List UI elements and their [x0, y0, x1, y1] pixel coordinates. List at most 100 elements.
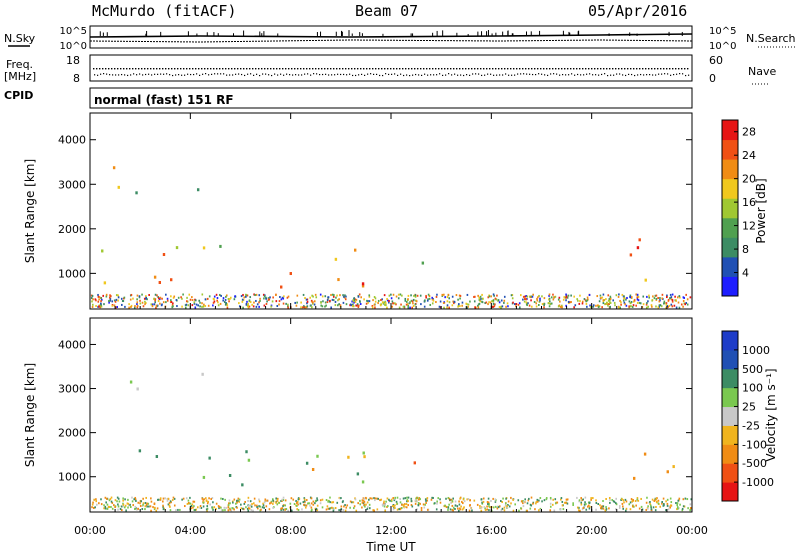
scatter-cell	[121, 300, 124, 303]
scatter-cell	[176, 305, 178, 308]
scatter-cell	[416, 500, 418, 503]
freq-dot	[195, 68, 197, 70]
noise-tick-right-top: 10^5	[709, 26, 736, 37]
scatter-cell	[123, 296, 126, 299]
freq-dot	[429, 68, 431, 70]
freq-dot	[303, 68, 305, 70]
scatter-cell	[552, 498, 554, 501]
scatter-cell	[675, 299, 677, 302]
scatter-cell	[355, 304, 357, 307]
scatter-cell	[117, 505, 120, 508]
scatter-cell	[600, 297, 602, 300]
scatter-cell	[106, 497, 108, 500]
velocity-colorbar-tick-label: 500	[742, 363, 763, 376]
scatter-cell	[259, 299, 261, 302]
scatter-cell	[494, 505, 497, 508]
y-tick-label: 1000	[58, 471, 86, 484]
scatter-cell	[473, 300, 476, 303]
scatter-cell	[95, 304, 97, 307]
scatter-cell	[357, 306, 360, 309]
scatter-cell	[666, 304, 669, 307]
scatter-cell	[414, 499, 417, 502]
scatter-cell	[381, 503, 384, 506]
scatter-cell	[206, 509, 208, 512]
scatter-cell	[586, 305, 588, 308]
scatter-cell	[240, 295, 243, 298]
range-cell	[117, 185, 120, 189]
scatter-cell	[336, 501, 339, 504]
scatter-cell	[543, 306, 545, 309]
scatter-cell	[158, 298, 161, 301]
scatter-cell	[676, 502, 679, 505]
freq-dot	[204, 68, 206, 70]
scatter-cell	[431, 302, 434, 305]
scatter-cell	[589, 304, 591, 307]
scatter-cell	[404, 497, 407, 500]
scatter-cell	[314, 507, 317, 510]
colorbar-segment	[722, 425, 738, 445]
scatter-cell	[108, 505, 111, 508]
scatter-cell	[669, 293, 672, 296]
nave-dot	[454, 73, 456, 75]
scatter-cell	[135, 508, 138, 511]
scatter-cell	[531, 295, 534, 298]
scatter-cell	[376, 497, 378, 500]
nave-dot	[181, 74, 183, 76]
scatter-cell	[641, 508, 644, 511]
scatter-cell	[154, 298, 157, 301]
scatter-cell	[100, 304, 103, 307]
scatter-cell	[93, 498, 96, 501]
velocity-colorbar-tick-label: -100	[742, 438, 767, 451]
scatter-cell	[523, 501, 525, 504]
scatter-cell	[412, 302, 414, 305]
freq-dot	[105, 68, 107, 70]
scatter-cell	[311, 294, 313, 297]
scatter-cell	[372, 509, 374, 512]
scatter-cell	[459, 497, 461, 500]
scatter-cell	[651, 299, 653, 302]
scatter-cell	[615, 508, 617, 511]
scatter-cell	[597, 503, 600, 506]
scatter-cell	[659, 297, 661, 300]
scatter-cell	[645, 501, 648, 504]
scatter-cell	[97, 293, 99, 296]
scatter-cell	[193, 505, 195, 508]
scatter-cell	[487, 303, 489, 306]
scatter-cell	[204, 497, 207, 500]
scatter-cell	[282, 297, 285, 300]
scatter-cell	[481, 300, 483, 303]
scatter-cell	[577, 509, 580, 512]
scatter-cell	[306, 305, 309, 308]
nave-dot	[418, 74, 420, 76]
scatter-cell	[182, 293, 184, 296]
scatter-cell	[310, 502, 313, 505]
freq-dot	[363, 68, 365, 70]
scatter-cell	[491, 300, 493, 303]
scatter-cell	[455, 294, 458, 297]
scatter-cell	[535, 302, 538, 305]
scatter-cell	[228, 499, 231, 502]
scatter-cell	[454, 500, 457, 503]
scatter-cell	[419, 502, 421, 505]
scatter-cell	[682, 498, 685, 501]
scatter-cell	[561, 306, 563, 309]
scatter-cell	[366, 300, 369, 303]
scatter-cell	[658, 300, 661, 303]
x-tick-label: 12:00	[375, 524, 407, 537]
scatter-cell	[614, 304, 616, 307]
scatter-cell	[517, 499, 520, 502]
nave-dot	[322, 73, 324, 76]
nave-dot	[142, 74, 144, 76]
scatter-cell	[144, 505, 147, 508]
nave-dot	[346, 74, 348, 76]
scatter-cell	[668, 505, 670, 508]
scatter-cell	[322, 300, 324, 303]
scatter-cell	[572, 502, 574, 505]
scatter-cell	[142, 503, 144, 506]
scatter-cell	[406, 500, 408, 503]
scatter-cell	[385, 304, 387, 307]
scatter-cell	[368, 498, 370, 501]
scatter-cell	[585, 508, 588, 511]
scatter-cell	[422, 503, 425, 506]
scatter-cell	[553, 509, 556, 512]
